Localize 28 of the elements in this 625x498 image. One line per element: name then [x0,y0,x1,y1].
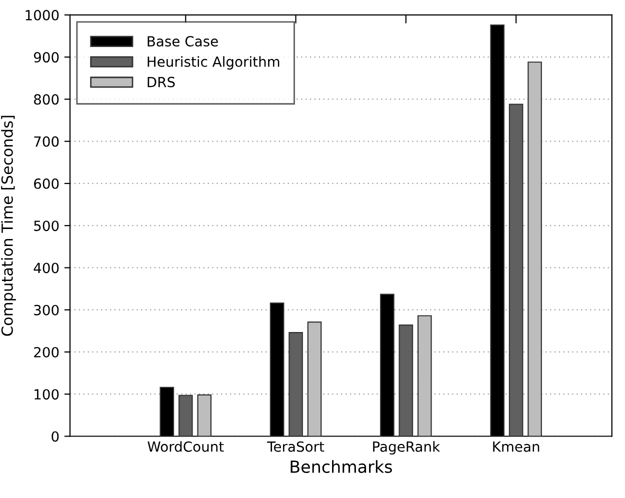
legend-label: DRS [148,76,175,88]
x-tick-label: Kmean [493,442,540,452]
y-tick-label: 800 [34,94,59,105]
y-tick-label: 200 [34,346,59,358]
bar [417,315,432,436]
bar [197,394,212,436]
y-tick-label: 700 [34,136,59,147]
y-axis-title: Computation Time [Seconds] [1,116,16,336]
bar [508,104,524,436]
legend-label: Heuristic Algorithm [148,56,280,70]
bar [307,322,322,436]
bar [528,62,542,436]
x-tick-label: TeraSort [267,441,324,452]
y-tick-label: 600 [34,178,59,189]
bar [178,394,193,436]
y-tick-label: 400 [34,262,59,274]
y-tick-label: 100 [34,389,59,400]
x-tick-label: WordCount [148,441,224,452]
bar [288,332,303,436]
legend-label: Base Case [148,36,218,47]
x-axis-title: Benchmarks [290,460,392,474]
x-tick-label: PageRank [373,441,440,455]
y-tick-label: 900 [34,52,59,63]
y-tick-label: 1000 [26,10,59,20]
y-tick-label: 500 [34,220,59,232]
y-tick-label: 300 [34,304,59,316]
y-tick-label: 0 [52,431,59,442]
bar [398,324,414,436]
